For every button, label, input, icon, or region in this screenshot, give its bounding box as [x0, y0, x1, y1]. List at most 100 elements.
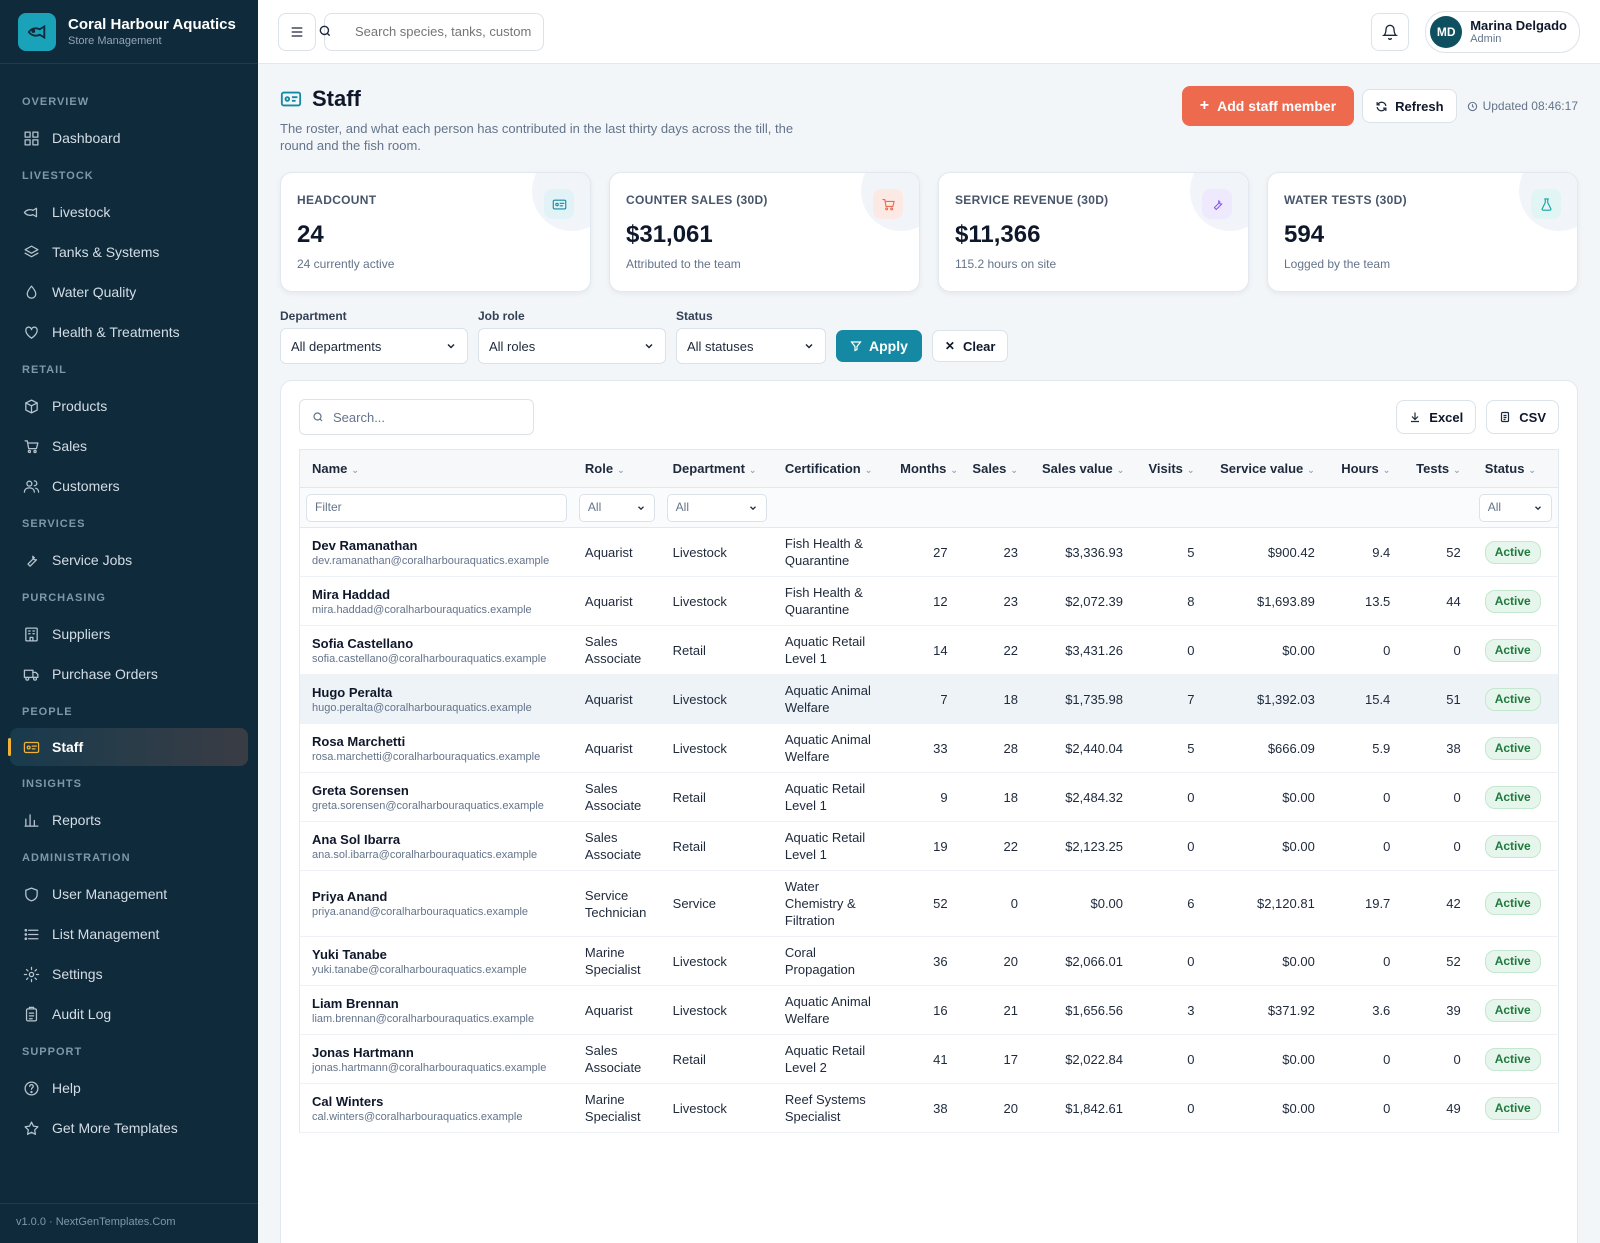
- staff-name[interactable]: Yuki Tanabe: [312, 946, 387, 962]
- staff-name[interactable]: Rosa Marchetti: [312, 733, 406, 749]
- sales-cell: 18: [959, 772, 1030, 822]
- table-search-input[interactable]: Search...: [299, 399, 534, 435]
- sidebar-item-sales[interactable]: Sales: [0, 426, 248, 466]
- stat-value: 594: [1284, 221, 1325, 248]
- sidebar-item-livestock[interactable]: Livestock: [0, 192, 248, 232]
- notifications-button[interactable]: [1371, 12, 1410, 51]
- role-column-filter-value: All: [587, 500, 602, 514]
- export-csv-button[interactable]: CSV: [1486, 400, 1559, 434]
- department-select[interactable]: All departments: [280, 328, 468, 364]
- sidebar-item-products[interactable]: Products: [0, 386, 248, 426]
- export-excel-button[interactable]: Excel: [1396, 400, 1477, 434]
- sidebar-item-reports[interactable]: Reports: [0, 800, 248, 840]
- column-header-service-value[interactable]: Service value ⌄: [1206, 449, 1327, 488]
- sort-chevron-icon: ⌄: [864, 465, 873, 475]
- sidebar-item-suppliers[interactable]: Suppliers: [0, 614, 248, 654]
- column-header-status[interactable]: Status ⌄: [1472, 449, 1559, 488]
- sidebar-item-label: Get More Templates: [52, 1120, 178, 1136]
- staff-name[interactable]: Greta Sorensen: [312, 782, 409, 798]
- tests-cell: 39: [1402, 985, 1473, 1035]
- column-header-role[interactable]: Role ⌄: [572, 449, 661, 488]
- clear-filters-button[interactable]: ✕ Clear: [931, 330, 1009, 362]
- sidebar-item-list-management[interactable]: List Management: [0, 914, 248, 954]
- column-header-tests[interactable]: Tests ⌄: [1402, 449, 1473, 488]
- table-row[interactable]: Mira Haddad mira.haddad@coralharbouraquat…: [299, 576, 1559, 626]
- department-column-filter[interactable]: All: [666, 493, 767, 522]
- table-row[interactable]: Jonas Hartmann jonas.hartmann@coralharbou…: [299, 1034, 1559, 1084]
- staff-name[interactable]: Liam Brennan: [312, 995, 399, 1011]
- table-row[interactable]: Liam Brennan liam.brennan@coralharbouraqu…: [299, 985, 1559, 1035]
- department-cell: Livestock: [660, 723, 773, 773]
- role-column-filter[interactable]: All: [578, 493, 655, 522]
- table-row[interactable]: Priya Anand priya.anand@coralharbouraquat…: [299, 870, 1559, 937]
- sidebar-item-staff[interactable]: Staff: [8, 728, 248, 766]
- certification-cell: Aquatic Retail Level 2: [772, 1034, 889, 1084]
- refresh-button[interactable]: Refresh: [1362, 89, 1457, 123]
- department-cell: Livestock: [660, 576, 773, 626]
- column-header-sales-value[interactable]: Sales value ⌄: [1029, 449, 1136, 488]
- sidebar-item-customers[interactable]: Customers: [0, 466, 248, 506]
- sidebar-item-label: Products: [52, 398, 108, 414]
- table-row[interactable]: Dev Ramanathan dev.ramanathan@coralharbou…: [299, 527, 1559, 577]
- sidebar-item-water-quality[interactable]: Water Quality: [0, 272, 248, 312]
- global-search-input[interactable]: [324, 12, 544, 51]
- sidebar-item-dashboard[interactable]: Dashboard: [0, 118, 248, 158]
- table-row[interactable]: Cal Winters cal.winters@coralharbouraquat…: [299, 1083, 1559, 1133]
- column-header-name[interactable]: Name ⌄: [299, 449, 573, 488]
- column-header-sales[interactable]: Sales ⌄: [959, 449, 1030, 488]
- staff-name[interactable]: Priya Anand: [312, 889, 388, 904]
- search-icon: [318, 24, 332, 43]
- status-select[interactable]: All statuses: [676, 328, 826, 364]
- sidebar-item-help[interactable]: Help: [0, 1068, 248, 1108]
- table-row[interactable]: Rosa Marchetti rosa.marchetti@coralharbou…: [299, 723, 1559, 773]
- status-badge: Active: [1484, 892, 1541, 915]
- user-menu[interactable]: MD Marina Delgado Admin: [1425, 10, 1580, 53]
- sidebar-footer: v1.0.0 · NextGenTemplates.Com: [0, 1203, 258, 1243]
- sidebar-item-label: List Management: [52, 926, 160, 942]
- visits-cell: 8: [1135, 576, 1207, 626]
- sidebar-item-get-more-templates[interactable]: Get More Templates: [0, 1108, 248, 1148]
- menu-toggle-button[interactable]: [278, 12, 316, 51]
- staff-email: mira.haddad@coralharbouraquatics.example: [312, 603, 532, 616]
- visits-cell: 7: [1135, 674, 1207, 724]
- apply-filters-button[interactable]: Apply: [836, 330, 922, 362]
- column-header-certification[interactable]: Certification ⌄: [772, 449, 889, 488]
- sidebar-item-user-management[interactable]: User Management: [0, 874, 248, 914]
- status-cell: Active: [1472, 772, 1559, 822]
- table-row[interactable]: Yuki Tanabe yuki.tanabe@coralharbouraquat…: [299, 936, 1559, 986]
- staff-name[interactable]: Dev Ramanathan: [312, 537, 418, 553]
- staff-name[interactable]: Mira Haddad: [312, 586, 391, 602]
- updated-timestamp: Updated 08:46:17: [1467, 99, 1578, 113]
- service-value-cell: $0.00: [1206, 936, 1327, 986]
- staff-name[interactable]: Ana Sol Ibarra: [312, 831, 401, 847]
- sidebar-item-tanks-systems[interactable]: Tanks & Systems: [0, 232, 248, 272]
- staff-name[interactable]: Jonas Hartmann: [312, 1044, 414, 1060]
- staff-name[interactable]: Cal Winters: [312, 1093, 384, 1109]
- status-cell: Active: [1472, 527, 1559, 577]
- building-icon: [22, 625, 40, 643]
- column-header-department[interactable]: Department ⌄: [660, 449, 773, 488]
- stat-card-counter-sales-30d: COUNTER SALES (30D) $31,061 Attributed to …: [609, 172, 920, 292]
- add-staff-button[interactable]: + Add staff member: [1181, 86, 1355, 126]
- sidebar-item-service-jobs[interactable]: Service Jobs: [0, 540, 248, 580]
- hours-cell: 0: [1326, 772, 1403, 822]
- table-row[interactable]: Sofia Castellano sofia.castellano@coralha…: [299, 625, 1559, 675]
- staff-name[interactable]: Sofia Castellano: [312, 635, 414, 651]
- table-row[interactable]: Hugo Peralta hugo.peralta@coralharbouraqu…: [299, 674, 1559, 724]
- status-column-filter[interactable]: All: [1478, 493, 1552, 522]
- name-filter-input[interactable]: Filter: [306, 493, 567, 522]
- column-header-visits[interactable]: Visits ⌄: [1135, 449, 1207, 488]
- column-header-hours[interactable]: Hours ⌄: [1326, 449, 1403, 488]
- staff-name[interactable]: Hugo Peralta: [312, 684, 393, 700]
- status-cell: Active: [1472, 936, 1559, 986]
- role-select[interactable]: All roles: [478, 328, 666, 364]
- sidebar-item-settings[interactable]: Settings: [0, 954, 248, 994]
- brand[interactable]: Coral Harbour Aquatics Store Management: [0, 0, 258, 64]
- table-row[interactable]: Greta Sorensen greta.sorensen@coralharbou…: [299, 772, 1559, 822]
- sidebar-item-purchase-orders[interactable]: Purchase Orders: [0, 654, 248, 694]
- table-row[interactable]: Ana Sol Ibarra ana.sol.ibarra@coralharbou…: [299, 821, 1559, 871]
- column-header-months[interactable]: Months ⌄: [888, 449, 960, 488]
- sidebar-item-health-treatments[interactable]: Health & Treatments: [0, 312, 248, 352]
- sales-cell: 22: [959, 821, 1030, 871]
- sidebar-item-audit-log[interactable]: Audit Log: [0, 994, 248, 1034]
